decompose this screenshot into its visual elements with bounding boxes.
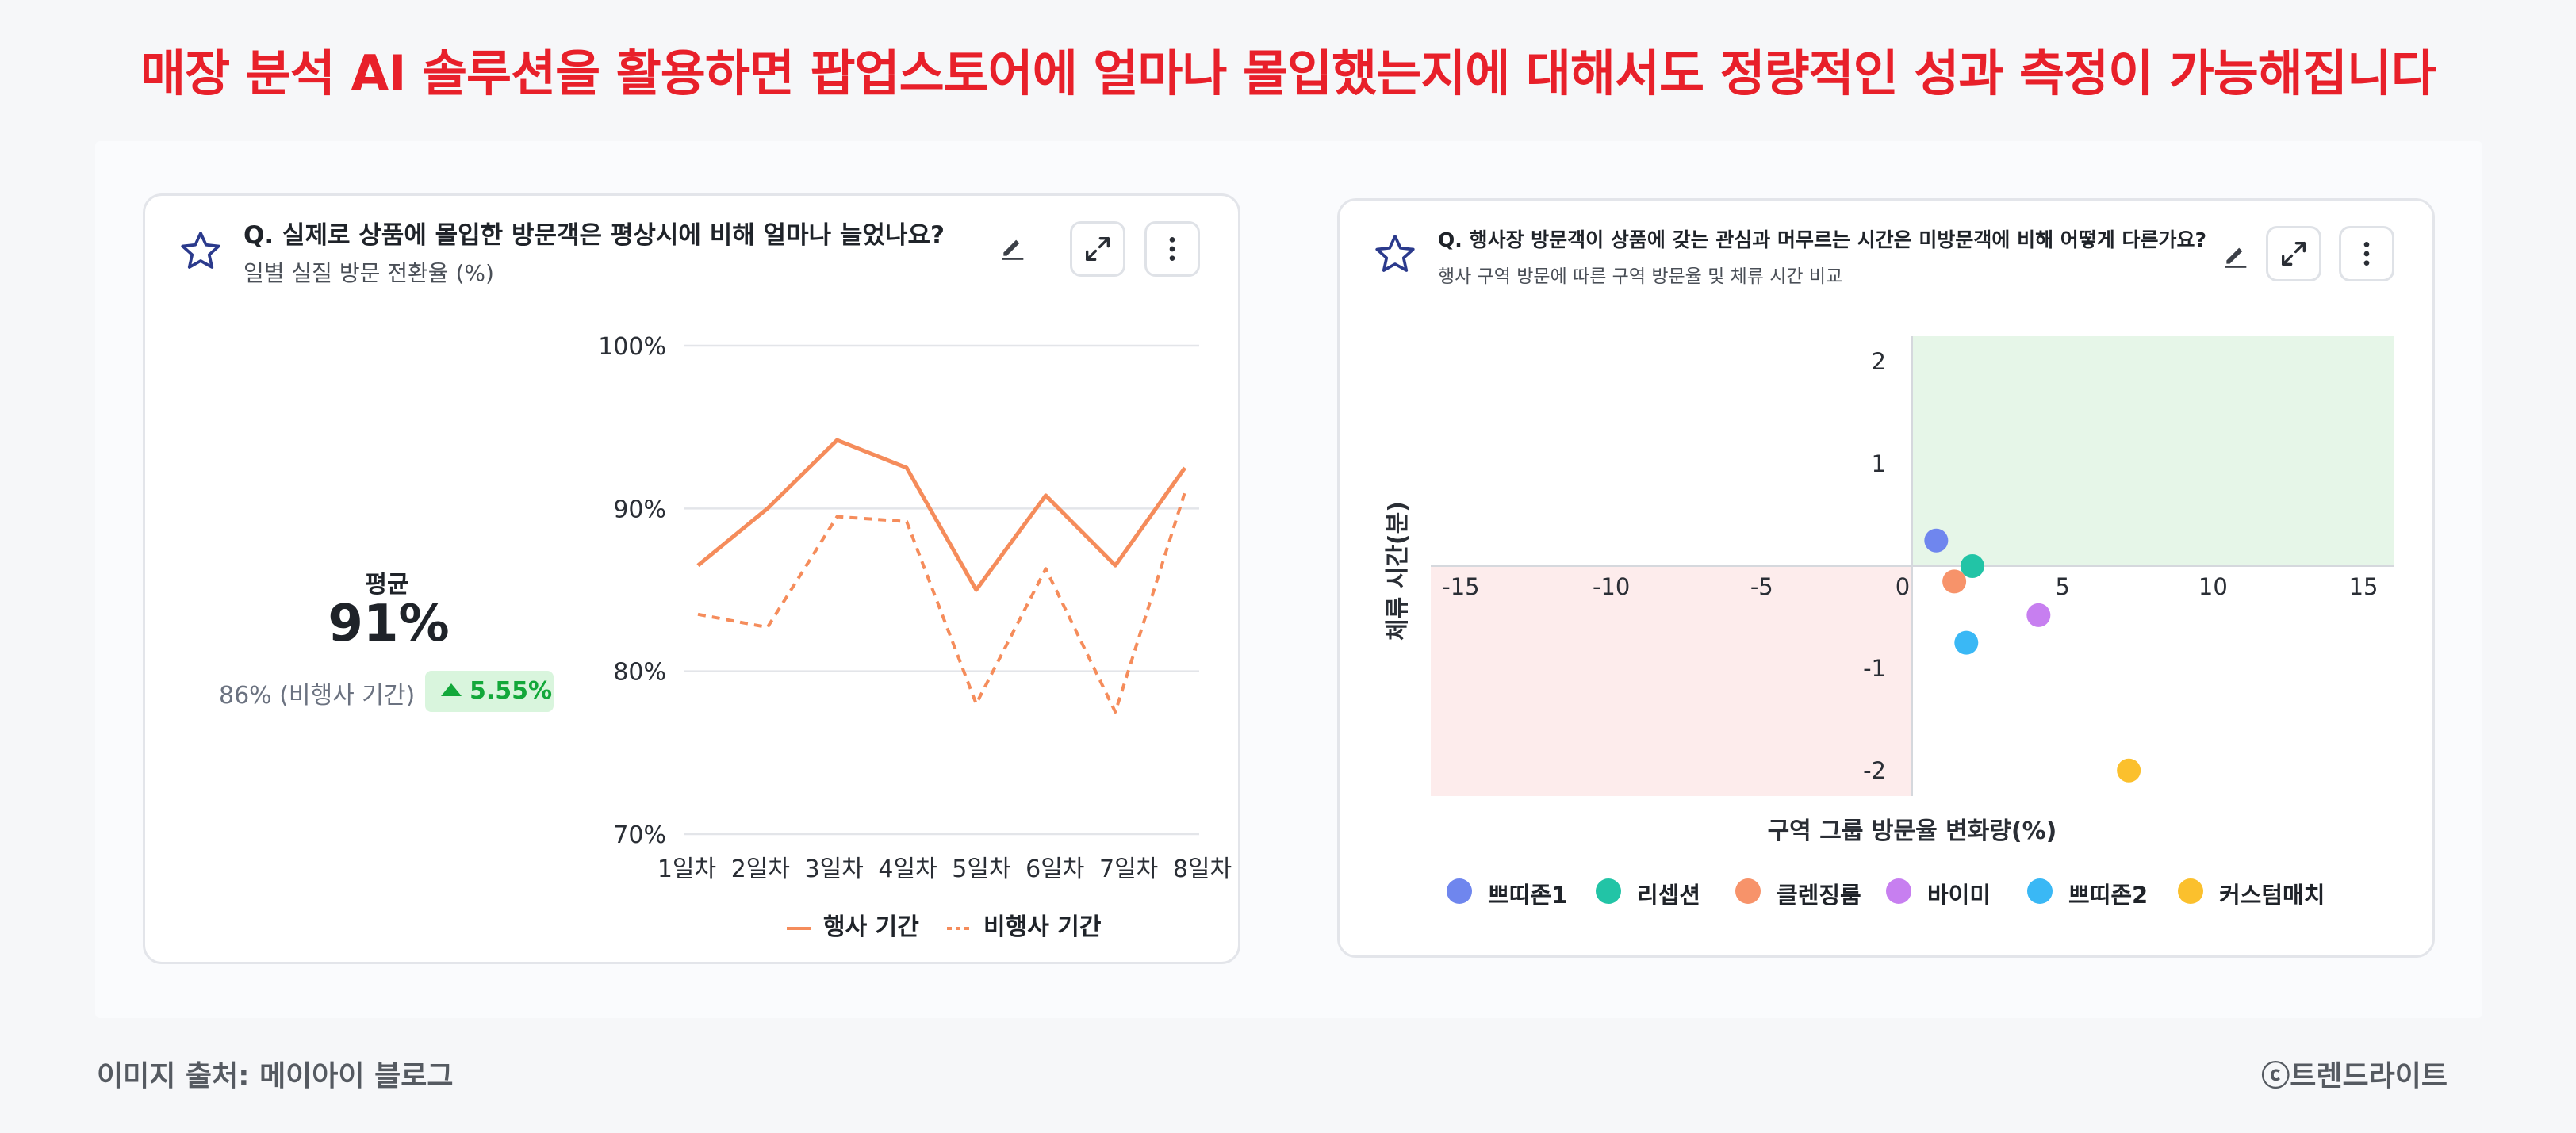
legend-dot — [1447, 878, 1472, 904]
x-tick-label: 7일차 — [1099, 855, 1158, 883]
legend-label: 커스텀매치 — [2219, 882, 2325, 909]
star-icon[interactable] — [1371, 231, 1419, 278]
x-tick-label: 10 — [2198, 573, 2228, 600]
x-tick-label: 0 — [1896, 573, 1910, 600]
scatter-point — [2117, 758, 2141, 783]
copyright-credit: ⓒ트렌드라이트 — [2261, 1060, 2448, 1093]
more-vertical-icon — [2363, 242, 2370, 266]
legend-item[interactable]: 리셉션 — [1596, 877, 1700, 909]
delta-badge: 5.55% — [425, 671, 554, 712]
expand-button[interactable] — [2266, 226, 2321, 281]
legend-item[interactable]: 행사 기간 — [785, 907, 919, 942]
legend-dot — [1886, 878, 1911, 904]
x-tick-label: 4일차 — [878, 855, 937, 883]
x-tick-label: 2일차 — [731, 855, 790, 883]
legend-dot — [2027, 878, 2053, 904]
x-tick-label: 5 — [2055, 573, 2069, 600]
legend-dot — [1735, 878, 1761, 904]
expand-icon — [2282, 242, 2306, 266]
legend-item[interactable]: 비행사 기간 — [945, 907, 1101, 942]
x-axis-title: 구역 그룹 방문율 변화량(%) — [1768, 817, 2057, 845]
legend-label: 쁘띠존2 — [2068, 882, 2149, 909]
y-tick-label: -1 — [1863, 655, 1886, 682]
scatter-point — [1924, 528, 1949, 553]
pencil-icon[interactable] — [2220, 239, 2252, 270]
x-tick-label: 5일차 — [952, 855, 1010, 883]
legend-item[interactable]: 클렌징룸 — [1735, 877, 1861, 909]
scatter-point — [1954, 630, 1979, 655]
average-label: 평균 — [365, 571, 409, 599]
x-tick-label: 3일차 — [805, 855, 864, 883]
expand-button[interactable] — [1070, 221, 1125, 277]
legend-label: 쁘띠존1 — [1488, 882, 1568, 909]
x-tick-label: -10 — [1593, 573, 1630, 600]
legend-label: 바이미 — [1927, 882, 1991, 909]
scatter-point — [2026, 603, 2051, 627]
x-tick-label: 1일차 — [657, 855, 716, 883]
y-tick-label: 100% — [598, 333, 666, 361]
positive-quadrant — [1912, 336, 2394, 566]
expand-icon — [1086, 237, 1110, 261]
series-line — [696, 438, 1187, 592]
baseline-average: 86% (비행사 기간) — [219, 682, 416, 710]
legend-label: 행사 기간 — [823, 913, 919, 941]
scatter-point — [1960, 554, 1984, 578]
line-chart-card: Q. 실제로 상품에 몰입한 방문객은 평상시에 비해 얼마나 늘었나요? 일별… — [143, 193, 1240, 964]
up-triangle-icon — [441, 683, 462, 696]
x-tick-label: 8일차 — [1173, 855, 1232, 883]
legend-item[interactable]: 쁘띠존1 — [1447, 877, 1567, 909]
card-title: Q. 실제로 상품에 몰입한 방문객은 평상시에 비해 얼마나 늘었나요? — [243, 221, 945, 250]
legend-dot — [2178, 878, 2203, 904]
x-tick-label: 6일차 — [1025, 855, 1084, 883]
page-headline: 매장 분석 AI 솔루션을 활용하면 팝업스토어에 얼마나 몰입했는지에 대해서… — [140, 44, 2436, 102]
legend-item[interactable]: 커스텀매치 — [2178, 877, 2325, 909]
y-tick-label: 2 — [1872, 348, 1886, 375]
card-subtitle: 행사 구역 방문에 따른 구역 방문율 및 체류 시간 비교 — [1438, 266, 1843, 287]
y-tick-label: 1 — [1872, 450, 1886, 477]
scatter-point — [1942, 569, 1967, 594]
more-options-button[interactable] — [1144, 221, 1200, 277]
star-icon[interactable] — [177, 228, 224, 275]
card-title: Q. 행사장 방문객이 상품에 갖는 관심과 머무르는 시간은 미방문객에 비해… — [1438, 228, 2206, 251]
y-tick-label: -2 — [1863, 757, 1886, 784]
legend-item[interactable]: 쁘띠존2 — [2027, 877, 2148, 909]
y-tick-label: 80% — [613, 659, 666, 687]
card-subtitle: 일별 실질 방문 전환율 (%) — [243, 260, 494, 286]
series-line — [697, 492, 1186, 714]
legend-dot — [1596, 878, 1621, 904]
x-tick-label: -5 — [1750, 573, 1773, 600]
negative-quadrant — [1431, 566, 1912, 796]
x-tick-label: -15 — [1442, 573, 1479, 600]
more-options-button[interactable] — [2339, 226, 2394, 281]
average-value: 91% — [328, 595, 450, 653]
y-tick-label: 70% — [613, 821, 666, 849]
y-tick-label: 90% — [613, 496, 666, 523]
legend-swatch — [947, 926, 971, 930]
legend-item[interactable]: 바이미 — [1886, 877, 1991, 909]
x-tick-label: 15 — [2349, 573, 2379, 600]
legend-label: 비행사 기간 — [983, 913, 1102, 941]
legend-swatch — [787, 926, 811, 930]
legend-label: 클렌징룸 — [1777, 882, 1861, 909]
delta-value: 5.55% — [470, 677, 553, 705]
pencil-icon[interactable] — [997, 231, 1029, 262]
image-source: 이미지 출처: 메이아이 블로그 — [97, 1060, 454, 1093]
y-axis-title: 체류 시간(분) — [1384, 501, 1412, 641]
more-vertical-icon — [1169, 237, 1175, 261]
legend-label: 리셉션 — [1637, 882, 1701, 909]
